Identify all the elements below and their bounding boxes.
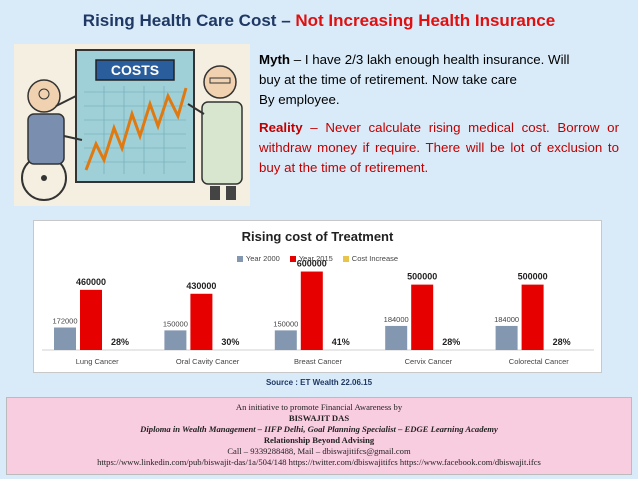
data-label-year-2000: 172000: [52, 317, 77, 326]
data-label-cost-increase: 28%: [111, 337, 129, 347]
bar-year-2015: [190, 293, 213, 350]
source-note: Source : ET Wealth 22.06.15: [265, 378, 373, 387]
x-tick-label: Cervix Cancer: [405, 357, 453, 366]
myth-line-2: buy at the time of retirement. Now take …: [259, 72, 517, 87]
x-tick-label: Oral Cavity Cancer: [176, 357, 240, 366]
legend-label: Year 2015: [298, 254, 333, 263]
legend-item: Year 2000: [236, 254, 280, 263]
data-label-year-2015: 460000: [76, 277, 106, 287]
legend-item: Year 2015: [289, 254, 333, 263]
bar-year-2015: [300, 271, 323, 350]
reality-paragraph: Reality – Never calculate rising medical…: [259, 118, 619, 178]
bar-year-2015: [411, 284, 434, 350]
footer-initiative: An initiative to promote Financial Aware…: [235, 402, 403, 412]
legend-swatch: [236, 255, 243, 262]
bar-year-2000: [385, 325, 408, 350]
footer-contact[interactable]: Call – 9339288488, Mail – dbiswajitifcs@…: [227, 446, 411, 456]
data-label-year-2015: 500000: [407, 272, 437, 282]
treatment-cost-chart: Rising cost of Treatment Year 2000 Year 2…: [33, 220, 602, 373]
myth-label: Myth: [259, 52, 291, 67]
footer-author: BISWAJIT DAS: [288, 413, 350, 423]
costs-cartoon-illustration: COSTS: [14, 44, 250, 206]
x-tick-label: Breast Cancer: [294, 357, 342, 366]
data-label-year-2015: 600000: [297, 259, 327, 269]
legend-label: Year 2000: [245, 254, 280, 263]
costs-sign-text: COSTS: [111, 62, 159, 78]
myth-separator: –: [293, 52, 302, 67]
chart-title: Rising cost of Treatment: [241, 229, 394, 244]
reality-text: Never calculate rising medical cost. Bor…: [259, 120, 620, 175]
title-highlight: Not Increasing Health Insurance: [295, 11, 556, 30]
bar-year-2015: [80, 289, 102, 350]
data-label-cost-increase: 30%: [221, 337, 239, 347]
x-tick-label: Colorectal Cancer: [509, 357, 570, 366]
footer-credentials: Diploma in Wealth Management – IIFP Delh…: [140, 424, 498, 434]
data-label-year-2015: 500000: [518, 272, 548, 282]
data-label-year-2000: 184000: [494, 315, 519, 324]
footer-tagline: Relationship Beyond Advising: [263, 435, 375, 445]
title-separator: –: [281, 11, 291, 30]
footer-links[interactable]: https://www.linkedin.com/pub/biswajit-da…: [97, 457, 541, 467]
myth-paragraph: Myth – I have 2/3 lakh enough health ins…: [259, 50, 621, 110]
reality-separator: –: [310, 120, 318, 135]
legend-swatch: [289, 255, 296, 262]
data-label-cost-increase: 28%: [553, 337, 571, 347]
myth-line-3: By employee.: [259, 92, 340, 107]
bar-year-2015: [521, 284, 544, 350]
data-label-cost-increase: 41%: [332, 337, 350, 347]
legend-label: Cost Increase: [351, 254, 399, 263]
legend-item: Cost Increase: [342, 254, 399, 263]
data-label-year-2015: 430000: [186, 281, 216, 291]
title-main: Rising Health Care Cost: [82, 11, 277, 30]
chart-plot: 172000 460000 28% Lung Cancer 150000 430000 30…: [42, 259, 594, 366]
bar-year-2000: [54, 327, 76, 350]
bar-year-2000: [274, 330, 297, 350]
data-label-year-2000: 184000: [384, 315, 409, 324]
chart-legend: Year 2000 Year 2015 Cost Increase: [34, 254, 601, 263]
bar-year-2000: [495, 325, 518, 350]
legend-swatch: [342, 255, 349, 262]
data-label-year-2000: 150000: [273, 319, 298, 328]
x-tick-label: Lung Cancer: [76, 357, 119, 366]
myth-line-1: I have 2/3 lakh enough health insurance.…: [304, 52, 570, 67]
footer-box: An initiative to promote Financial Aware…: [6, 397, 632, 475]
page-title: Rising Health Care Cost – Not Increasing…: [0, 11, 638, 31]
bar-year-2000: [164, 330, 187, 350]
data-label-cost-increase: 28%: [442, 337, 460, 347]
data-label-year-2000: 150000: [163, 319, 188, 328]
reality-label: Reality: [259, 120, 303, 135]
